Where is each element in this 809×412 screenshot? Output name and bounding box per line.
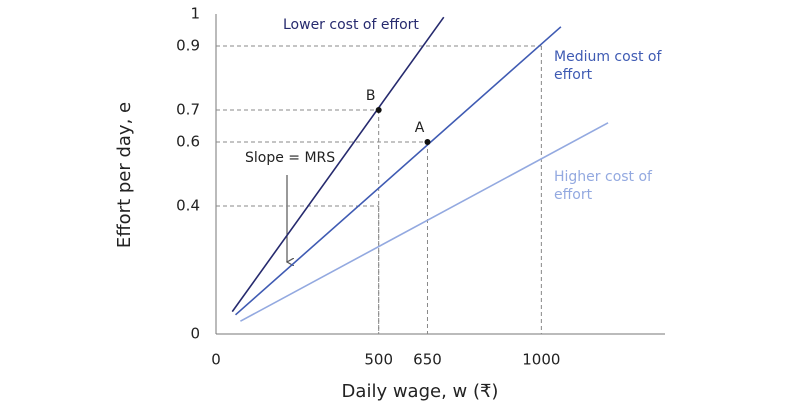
- x-axis-title: Daily wage, w (₹): [342, 381, 499, 402]
- point: [375, 107, 382, 113]
- series-line: [234, 26, 562, 316]
- y-tick-label: 0.9: [176, 37, 200, 55]
- series-label: Lower cost of effort: [283, 17, 419, 33]
- y-tick-label: 1: [190, 5, 200, 23]
- x-tick-label: 0: [211, 351, 221, 369]
- x-tick-label: 1000: [522, 351, 560, 369]
- y-axis-title: Effort per day, e: [114, 102, 135, 248]
- y-tick-label: 0.7: [176, 101, 200, 119]
- annotation: Slope = MRS: [245, 150, 335, 166]
- point-label: B: [366, 88, 376, 104]
- y-tick-label: 0.4: [176, 197, 200, 215]
- series-label: Higher cost of effort: [554, 169, 652, 203]
- series-line: [231, 16, 445, 313]
- y-tick-label: 0: [190, 325, 200, 343]
- y-tick-label: 0.6: [176, 133, 200, 151]
- series-label: Medium cost of effort: [554, 49, 662, 83]
- x-tick-label: 500: [364, 351, 393, 369]
- point: [424, 139, 431, 145]
- point-label: A: [415, 120, 425, 136]
- series-line: [240, 122, 609, 322]
- x-tick-label: 650: [413, 351, 442, 369]
